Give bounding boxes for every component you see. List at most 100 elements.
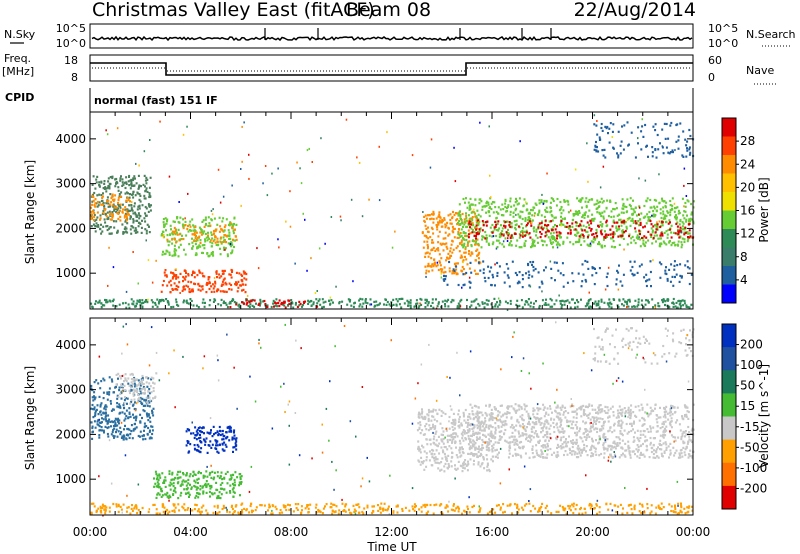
data-cell bbox=[298, 300, 301, 303]
data-cell bbox=[481, 301, 484, 304]
data-cell bbox=[476, 233, 479, 236]
data-cell bbox=[207, 236, 210, 239]
data-cell bbox=[125, 199, 128, 203]
data-cell bbox=[617, 130, 620, 133]
data-cell bbox=[587, 234, 590, 237]
data-cell bbox=[192, 470, 195, 473]
data-cell bbox=[448, 260, 451, 264]
data-cell bbox=[482, 429, 485, 432]
data-cell bbox=[464, 201, 466, 204]
data-cell bbox=[535, 234, 537, 237]
data-cell bbox=[463, 461, 466, 464]
data-cell bbox=[594, 238, 597, 241]
data-cell bbox=[598, 267, 601, 270]
data-cell bbox=[445, 245, 448, 248]
data-cell bbox=[577, 272, 580, 275]
data-cell bbox=[465, 234, 468, 238]
data-cell bbox=[175, 277, 178, 280]
data-cell bbox=[638, 265, 641, 268]
data-cell bbox=[451, 272, 454, 275]
data-cell bbox=[175, 301, 178, 304]
data-cell bbox=[668, 219, 671, 222]
data-cell bbox=[443, 266, 446, 269]
data-cell bbox=[124, 389, 127, 392]
data-cell bbox=[474, 226, 477, 229]
data-cell bbox=[443, 243, 446, 246]
data-cell bbox=[641, 236, 643, 240]
data-cell bbox=[676, 221, 679, 224]
data-cell bbox=[128, 204, 131, 207]
data-cell bbox=[644, 123, 647, 127]
data-cell bbox=[221, 507, 224, 511]
data-cell bbox=[482, 446, 485, 450]
data-cell bbox=[634, 227, 637, 230]
data-cell bbox=[601, 225, 604, 228]
data-cell bbox=[174, 238, 176, 241]
data-cell bbox=[241, 283, 244, 286]
data-cell bbox=[678, 512, 680, 515]
data-cell bbox=[646, 503, 649, 506]
data-cell bbox=[424, 306, 427, 309]
data-cell bbox=[531, 238, 534, 241]
data-cell bbox=[214, 299, 217, 302]
noise-cell bbox=[211, 213, 214, 216]
data-cell bbox=[620, 211, 623, 214]
data-cell bbox=[141, 204, 144, 207]
data-cell bbox=[159, 299, 162, 302]
data-cell bbox=[527, 303, 530, 306]
data-cell bbox=[544, 302, 547, 305]
data-cell bbox=[463, 283, 466, 286]
data-cell bbox=[112, 391, 115, 394]
data-cell bbox=[135, 507, 138, 510]
data-cell bbox=[645, 299, 648, 302]
data-cell bbox=[456, 306, 459, 309]
data-cell bbox=[555, 243, 558, 246]
data-cell bbox=[153, 485, 156, 488]
noise-cell bbox=[378, 199, 381, 202]
data-cell bbox=[319, 303, 322, 306]
data-cell bbox=[217, 243, 220, 246]
data-cell bbox=[168, 281, 171, 284]
data-cell bbox=[176, 482, 179, 485]
data-cell bbox=[184, 220, 187, 223]
data-cell bbox=[613, 246, 616, 249]
data-cell bbox=[688, 218, 691, 221]
data-cell bbox=[558, 231, 561, 234]
data-cell bbox=[650, 206, 653, 209]
data-cell bbox=[686, 305, 689, 309]
data-cell bbox=[434, 456, 437, 459]
data-cell bbox=[401, 507, 404, 511]
data-cell bbox=[567, 225, 570, 228]
data-cell bbox=[429, 410, 432, 413]
data-cell bbox=[198, 271, 201, 274]
data-cell bbox=[163, 271, 166, 274]
data-cell bbox=[680, 502, 682, 505]
data-cell bbox=[469, 281, 472, 284]
data-cell bbox=[117, 430, 120, 433]
data-cell bbox=[424, 505, 427, 508]
data-cell bbox=[186, 428, 189, 431]
data-cell bbox=[131, 383, 134, 386]
data-cell bbox=[235, 301, 238, 304]
data-cell bbox=[676, 206, 679, 209]
data-cell bbox=[106, 432, 109, 436]
data-cell bbox=[177, 285, 180, 288]
data-cell bbox=[108, 418, 111, 421]
data-cell bbox=[288, 508, 291, 511]
noise-cell bbox=[217, 168, 220, 171]
data-cell bbox=[146, 223, 149, 226]
data-cell bbox=[404, 506, 407, 509]
data-cell bbox=[129, 415, 132, 418]
data-cell bbox=[226, 306, 229, 309]
data-cell bbox=[538, 202, 541, 205]
data-cell bbox=[218, 476, 221, 480]
data-cell bbox=[674, 508, 677, 511]
data-cell bbox=[622, 148, 625, 151]
data-cell bbox=[152, 381, 154, 384]
data-cell bbox=[97, 224, 100, 227]
data-cell bbox=[102, 504, 105, 508]
data-cell bbox=[140, 302, 143, 305]
data-cell bbox=[182, 473, 185, 476]
data-cell bbox=[572, 511, 575, 515]
data-cell bbox=[459, 447, 462, 450]
